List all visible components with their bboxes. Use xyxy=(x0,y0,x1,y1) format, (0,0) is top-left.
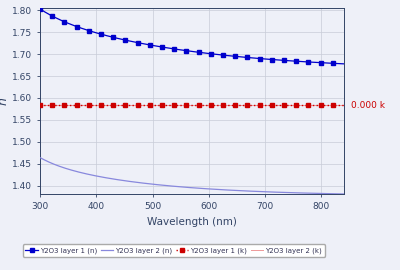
Y2O3 layer 2 (k) xyxy=(218,104,222,107)
Y2O3 layer 1 (n) xyxy=(224,54,228,57)
Y2O3 layer 1 (n) xyxy=(38,7,42,11)
Y2O3 layer 1 (k) xyxy=(38,104,42,107)
Y2O3 layer 2 (n) xyxy=(218,188,223,191)
Y2O3 layer 1 (k) xyxy=(342,104,346,107)
Y2O3 layer 2 (n) xyxy=(218,188,222,191)
Y2O3 layer 1 (n) xyxy=(313,61,318,64)
Y2O3 layer 1 (n) xyxy=(218,53,223,56)
Y2O3 layer 2 (n) xyxy=(342,192,346,195)
Y2O3 layer 2 (k) xyxy=(342,104,346,107)
Y2O3 layer 2 (n) xyxy=(224,188,228,191)
Y2O3 layer 1 (k) xyxy=(313,104,318,107)
Y2O3 layer 2 (k) xyxy=(294,104,299,107)
Y2O3 layer 1 (n) xyxy=(39,8,44,11)
Y2O3 layer 2 (n) xyxy=(313,192,318,195)
Y2O3 layer 2 (k) xyxy=(38,104,42,107)
Y2O3 layer 2 (n) xyxy=(39,157,44,160)
Text: 0.000 k: 0.000 k xyxy=(351,101,385,110)
Y2O3 layer 1 (n) xyxy=(218,53,222,56)
Y2O3 layer 1 (k) xyxy=(224,104,228,107)
Y2O3 layer 1 (k) xyxy=(218,104,222,107)
Line: Y2O3 layer 1 (k): Y2O3 layer 1 (k) xyxy=(38,103,346,108)
Y2O3 layer 2 (k) xyxy=(39,104,44,107)
X-axis label: Wavelength (nm): Wavelength (nm) xyxy=(147,217,237,227)
Y2O3 layer 2 (n) xyxy=(294,191,299,194)
Y2O3 layer 1 (n) xyxy=(342,62,346,66)
Y2O3 layer 2 (n) xyxy=(38,156,42,159)
Y2O3 layer 1 (k) xyxy=(39,104,44,107)
Line: Y2O3 layer 2 (n): Y2O3 layer 2 (n) xyxy=(40,158,344,194)
Y2O3 layer 2 (k) xyxy=(218,104,223,107)
Line: Y2O3 layer 1 (n): Y2O3 layer 1 (n) xyxy=(38,7,346,66)
Y-axis label: n: n xyxy=(0,97,10,105)
Y2O3 layer 1 (n) xyxy=(294,60,299,63)
Legend: Y2O3 layer 1 (n), Y2O3 layer 2 (n), Y2O3 layer 1 (k), Y2O3 layer 2 (k): Y2O3 layer 1 (n), Y2O3 layer 2 (n), Y2O3… xyxy=(23,244,325,256)
Y2O3 layer 1 (k) xyxy=(218,104,223,107)
Y2O3 layer 2 (k) xyxy=(224,104,228,107)
Y2O3 layer 1 (k) xyxy=(294,104,299,107)
Y2O3 layer 2 (k) xyxy=(313,104,318,107)
